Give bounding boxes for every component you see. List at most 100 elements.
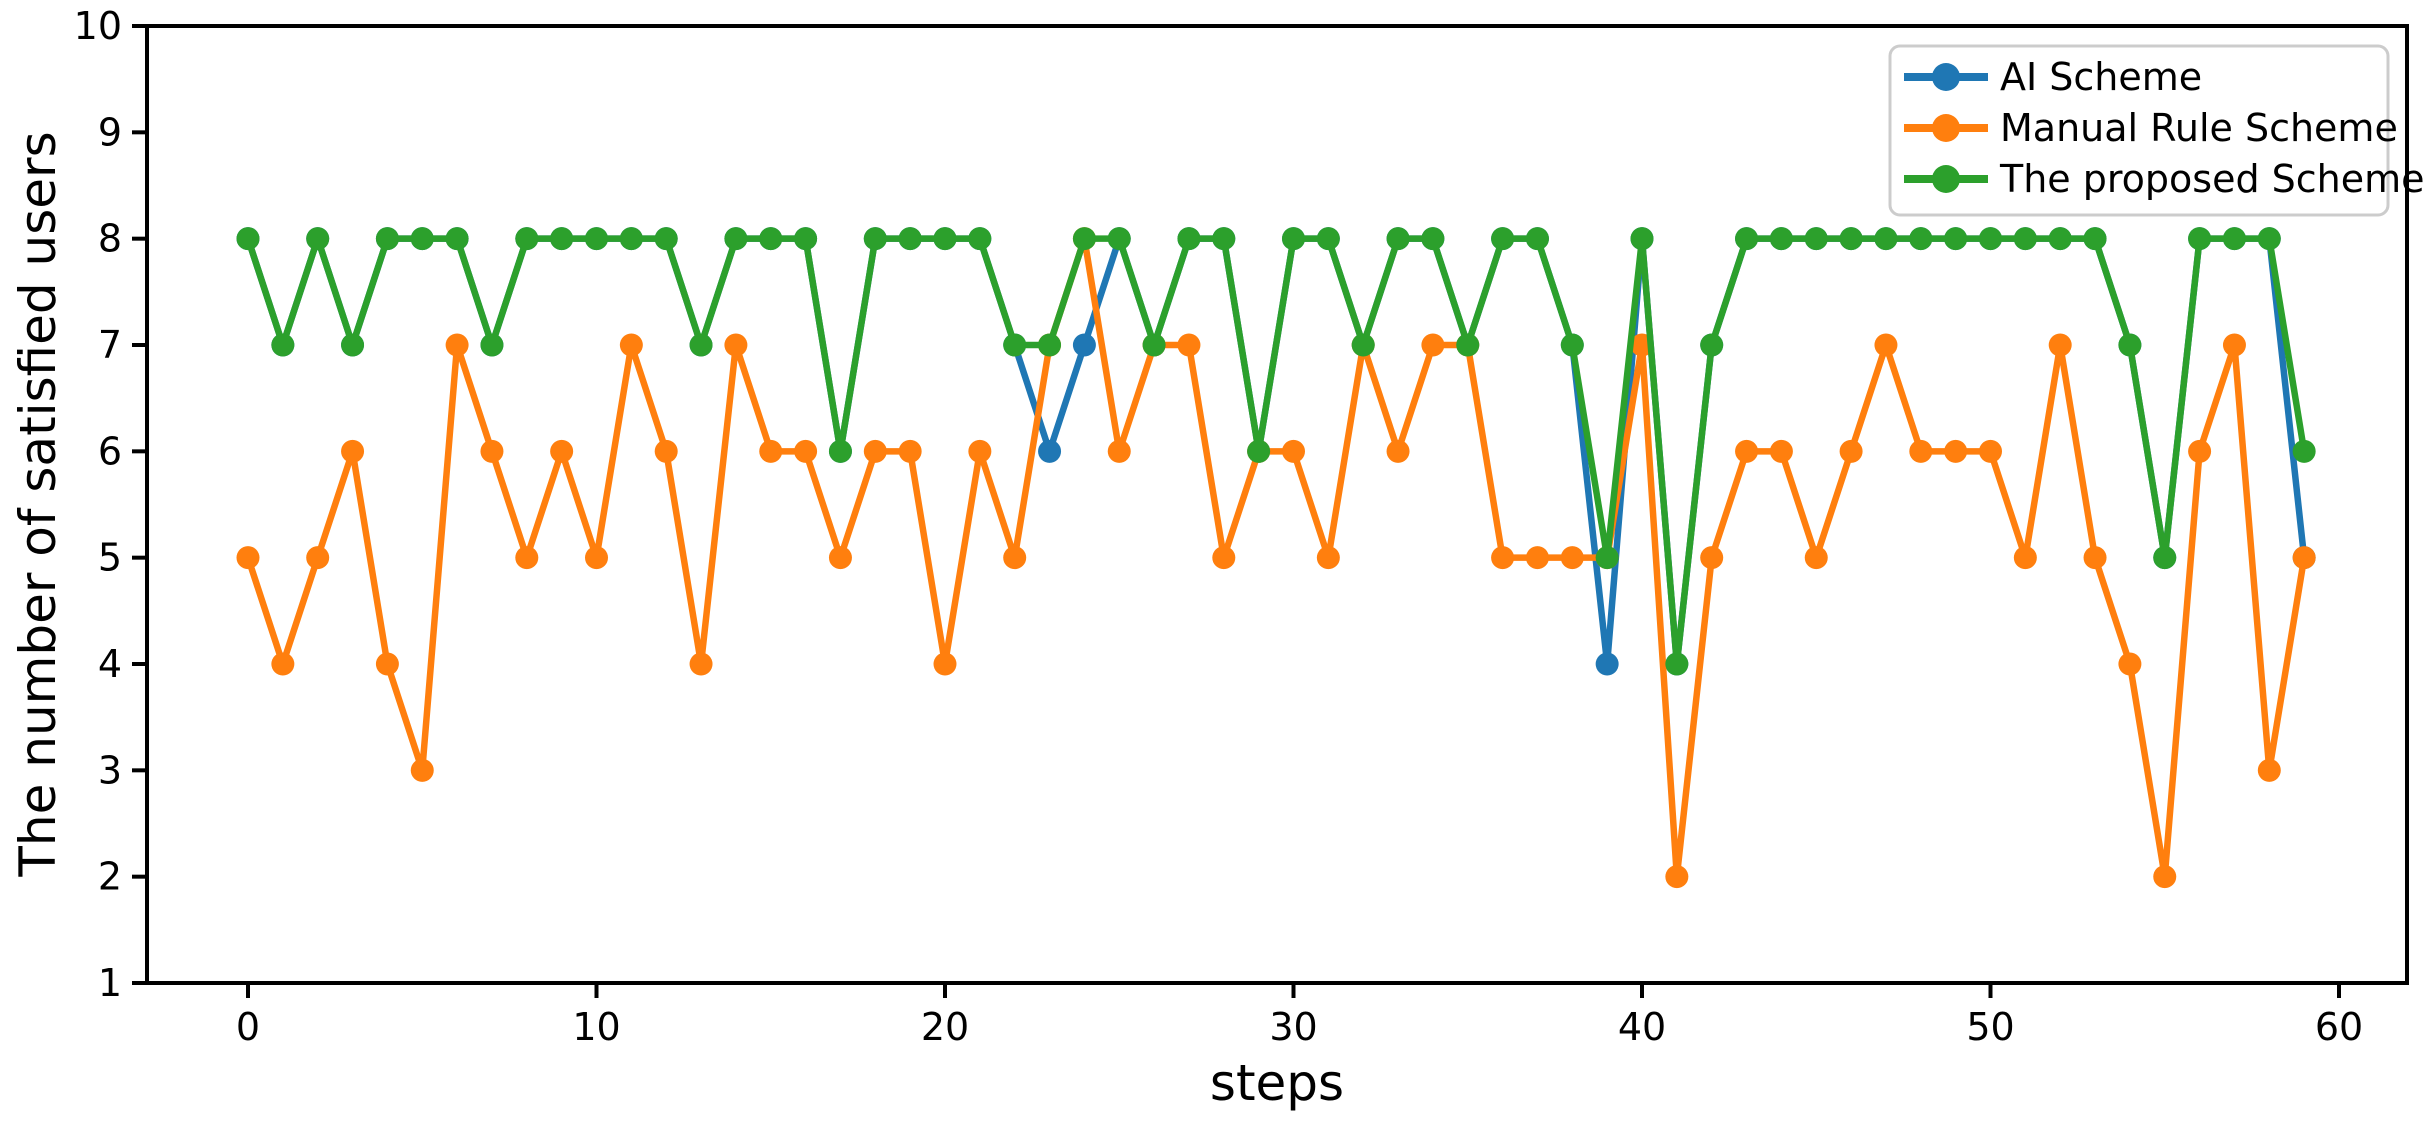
data-point-manual-rule-scheme <box>1491 546 1515 570</box>
data-point-ai-scheme <box>1038 439 1062 463</box>
data-point-the-proposed-scheme <box>236 227 260 251</box>
data-point-manual-rule-scheme <box>2153 865 2177 889</box>
legend: AI Scheme Manual Rule Scheme The propose… <box>1888 44 2425 217</box>
data-point-the-proposed-scheme <box>1316 227 1340 251</box>
data-point-the-proposed-scheme <box>1491 227 1515 251</box>
data-point-manual-rule-scheme <box>828 546 852 570</box>
legend-marker-manual <box>1932 114 1960 142</box>
data-point-manual-rule-scheme <box>1525 546 1549 570</box>
y-tick-label: 5 <box>98 536 122 580</box>
data-point-manual-rule-scheme <box>863 439 887 463</box>
data-point-the-proposed-scheme <box>1630 227 1654 251</box>
data-point-the-proposed-scheme <box>933 227 957 251</box>
x-tick-label: 40 <box>1618 1005 1666 1049</box>
data-point-the-proposed-scheme <box>689 333 713 357</box>
data-point-the-proposed-scheme <box>1038 333 1062 357</box>
data-point-manual-rule-scheme <box>1316 546 1340 570</box>
data-point-the-proposed-scheme <box>654 227 678 251</box>
data-point-the-proposed-scheme <box>2153 546 2177 570</box>
data-point-manual-rule-scheme <box>968 439 992 463</box>
data-point-the-proposed-scheme <box>1804 227 1828 251</box>
data-point-the-proposed-scheme <box>375 227 399 251</box>
data-point-the-proposed-scheme <box>2083 227 2107 251</box>
x-tick-label: 0 <box>236 1005 260 1049</box>
data-point-manual-rule-scheme <box>2013 546 2037 570</box>
data-point-the-proposed-scheme <box>1072 227 1096 251</box>
data-point-the-proposed-scheme <box>759 227 783 251</box>
data-point-manual-rule-scheme <box>619 333 643 357</box>
x-axis-label: steps <box>1210 1054 1344 1112</box>
data-point-the-proposed-scheme <box>863 227 887 251</box>
data-point-the-proposed-scheme <box>1525 227 1549 251</box>
data-point-the-proposed-scheme <box>341 333 365 357</box>
data-point-the-proposed-scheme <box>1142 333 1166 357</box>
data-point-the-proposed-scheme <box>1177 227 1201 251</box>
data-point-manual-rule-scheme <box>724 333 748 357</box>
data-point-the-proposed-scheme <box>1839 227 1863 251</box>
data-point-manual-rule-scheme <box>689 652 713 676</box>
data-point-the-proposed-scheme <box>515 227 539 251</box>
data-point-manual-rule-scheme <box>1212 546 1236 570</box>
data-point-the-proposed-scheme <box>1665 652 1689 676</box>
data-point-manual-rule-scheme <box>759 439 783 463</box>
data-point-manual-rule-scheme <box>1735 439 1759 463</box>
legend-label-ai: AI Scheme <box>2000 55 2202 99</box>
data-point-the-proposed-scheme <box>2118 333 2142 357</box>
data-point-ai-scheme <box>1595 652 1619 676</box>
data-point-manual-rule-scheme <box>1700 546 1724 570</box>
y-tick-label: 10 <box>74 4 122 48</box>
data-point-manual-rule-scheme <box>410 758 434 782</box>
data-point-manual-rule-scheme <box>1839 439 1863 463</box>
data-point-manual-rule-scheme <box>1874 333 1898 357</box>
tick-layer: 0 10 20 30 40 50 60 1 2 3 4 5 6 7 8 9 10 <box>74 4 2364 1049</box>
data-point-the-proposed-scheme <box>1979 227 2002 251</box>
data-point-manual-rule-scheme <box>1769 439 1793 463</box>
data-point-the-proposed-scheme <box>1456 333 1480 357</box>
y-tick-label: 2 <box>98 855 122 899</box>
data-point-the-proposed-scheme <box>1421 227 1445 251</box>
data-point-the-proposed-scheme <box>410 227 434 251</box>
legend-marker-proposed <box>1932 165 1960 193</box>
data-point-the-proposed-scheme <box>1769 227 1793 251</box>
y-tick-label: 3 <box>98 748 122 792</box>
data-point-the-proposed-scheme <box>968 227 992 251</box>
data-point-manual-rule-scheme <box>1177 333 1201 357</box>
data-point-manual-rule-scheme <box>2257 758 2281 782</box>
y-tick-label: 6 <box>98 429 122 473</box>
y-tick-label: 9 <box>98 110 122 154</box>
data-point-the-proposed-scheme <box>724 227 748 251</box>
data-point-the-proposed-scheme <box>1735 227 1759 251</box>
data-point-the-proposed-scheme <box>1351 333 1375 357</box>
data-point-manual-rule-scheme <box>271 652 295 676</box>
data-point-the-proposed-scheme <box>1944 227 1968 251</box>
y-axis-label: The number of satisfied users <box>9 131 67 877</box>
data-point-the-proposed-scheme <box>1282 227 1305 251</box>
data-point-manual-rule-scheme <box>236 546 260 570</box>
legend-box <box>1888 44 2390 217</box>
x-tick-label: 20 <box>921 1005 969 1049</box>
data-point-manual-rule-scheme <box>585 546 608 570</box>
legend-entry-manual: Manual Rule Scheme <box>1904 106 2398 150</box>
data-point-the-proposed-scheme <box>1247 439 1271 463</box>
data-point-the-proposed-scheme <box>2222 227 2246 251</box>
data-point-the-proposed-scheme <box>1386 227 1410 251</box>
data-point-the-proposed-scheme <box>1595 546 1619 570</box>
data-point-manual-rule-scheme <box>2222 333 2246 357</box>
data-point-manual-rule-scheme <box>306 546 330 570</box>
data-point-the-proposed-scheme <box>1909 227 1933 251</box>
data-point-manual-rule-scheme <box>1386 439 1410 463</box>
data-point-manual-rule-scheme <box>515 546 539 570</box>
y-tick-label: 1 <box>98 961 122 1005</box>
data-point-the-proposed-scheme <box>2257 227 2281 251</box>
data-point-manual-rule-scheme <box>341 439 365 463</box>
data-point-manual-rule-scheme <box>1003 546 1027 570</box>
data-point-manual-rule-scheme <box>2292 546 2316 570</box>
data-point-the-proposed-scheme <box>1212 227 1236 251</box>
data-point-the-proposed-scheme <box>1874 227 1898 251</box>
data-point-manual-rule-scheme <box>1979 439 2002 463</box>
data-point-manual-rule-scheme <box>480 439 504 463</box>
data-point-manual-rule-scheme <box>445 333 469 357</box>
data-point-the-proposed-scheme <box>828 439 852 463</box>
data-point-manual-rule-scheme <box>933 652 957 676</box>
